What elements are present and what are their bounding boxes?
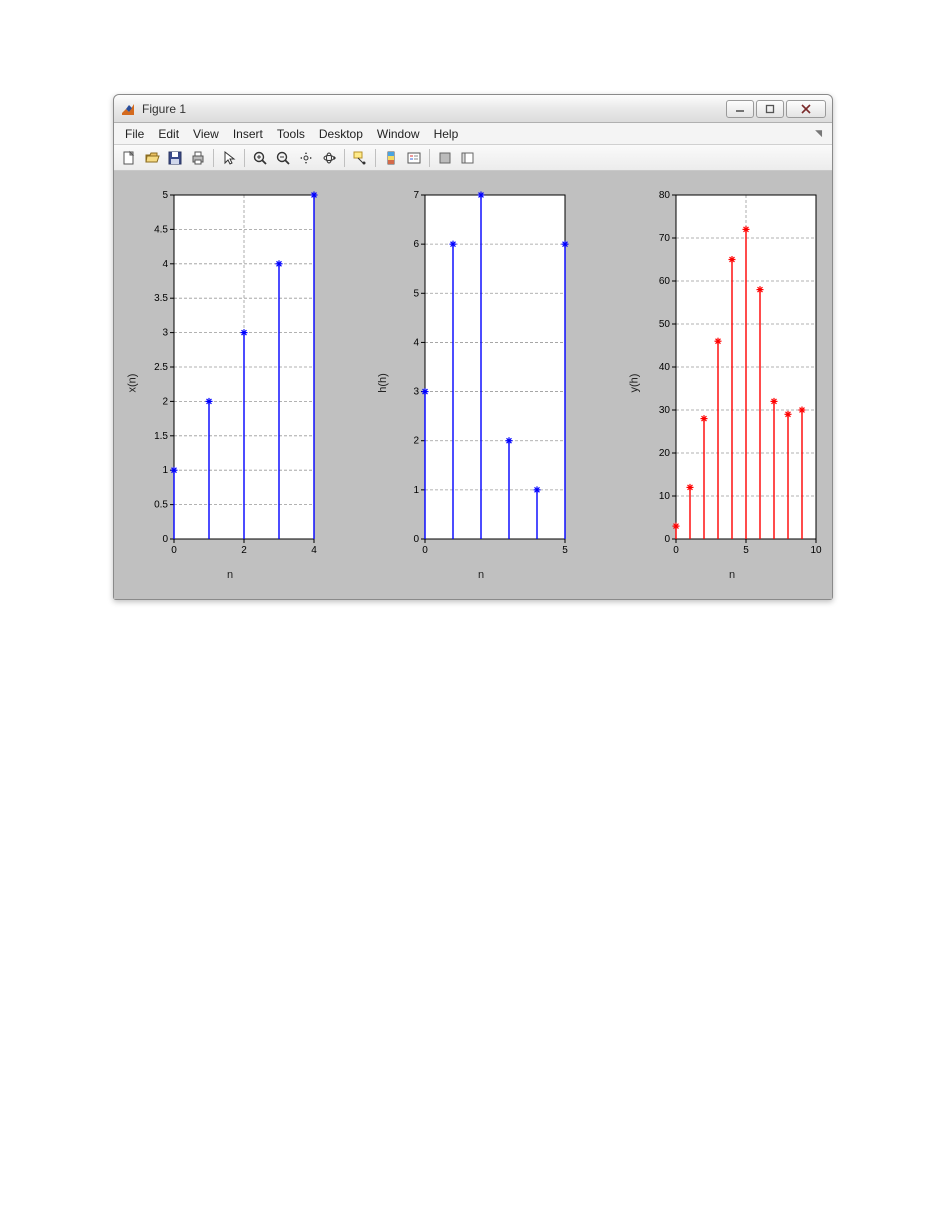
svg-text:2: 2 — [162, 396, 168, 407]
svg-text:0: 0 — [422, 545, 428, 556]
rotate3d-icon[interactable] — [318, 147, 340, 169]
menu-file[interactable]: File — [118, 125, 151, 143]
minimize-button[interactable] — [726, 100, 754, 118]
xlabel: n — [391, 569, 571, 581]
stem-plot[interactable]: 0 1 2 3 4 5 6 7 0 5 — [391, 185, 571, 565]
xlabel: n — [140, 569, 320, 581]
svg-text:1.5: 1.5 — [154, 431, 168, 442]
svg-text:1: 1 — [413, 485, 419, 496]
print-icon[interactable] — [187, 147, 209, 169]
svg-text:30: 30 — [659, 405, 671, 416]
svg-text:5: 5 — [743, 545, 749, 556]
svg-text:7: 7 — [413, 190, 419, 201]
subplot-2: h(h) 0 1 2 3 4 5 6 7 0 5 n — [375, 185, 571, 581]
open-icon[interactable] — [141, 147, 163, 169]
svg-text:20: 20 — [659, 448, 671, 459]
new-figure-icon[interactable] — [118, 147, 140, 169]
menu-insert[interactable]: Insert — [226, 125, 270, 143]
svg-text:2: 2 — [241, 545, 247, 556]
svg-text:50: 50 — [659, 319, 671, 330]
xlabel: n — [642, 569, 822, 581]
menu-edit[interactable]: Edit — [151, 125, 186, 143]
menu-tools[interactable]: Tools — [270, 125, 312, 143]
titlebar[interactable]: Figure 1 — [114, 95, 832, 123]
show-tools-icon[interactable] — [457, 147, 479, 169]
ylabel: h(h) — [377, 373, 389, 393]
svg-text:2.5: 2.5 — [154, 362, 168, 373]
subplot-1: x(n) 0 0.5 1 1.5 2 2.5 3 3.5 4 4.5 5 0 2 4 n — [124, 185, 320, 581]
toolbar-separator — [244, 149, 245, 167]
menubar: FileEditViewInsertToolsDesktopWindowHelp… — [114, 123, 832, 145]
toolbar-separator — [429, 149, 430, 167]
svg-text:6: 6 — [413, 239, 419, 250]
svg-text:4: 4 — [162, 259, 168, 270]
svg-text:3.5: 3.5 — [154, 293, 168, 304]
close-button[interactable] — [786, 100, 826, 118]
toolbar-separator — [375, 149, 376, 167]
svg-text:0: 0 — [673, 545, 679, 556]
pan-icon[interactable] — [295, 147, 317, 169]
toolbar-separator — [213, 149, 214, 167]
subplot-3: y(h) 0 10 20 30 40 50 60 70 80 0 5 10 n — [626, 185, 822, 581]
svg-text:40: 40 — [659, 362, 671, 373]
svg-text:0: 0 — [413, 534, 419, 545]
svg-text:0: 0 — [664, 534, 670, 545]
svg-text:2: 2 — [413, 436, 419, 447]
svg-text:5: 5 — [413, 288, 419, 299]
zoom-in-icon[interactable] — [249, 147, 271, 169]
svg-text:4.5: 4.5 — [154, 224, 168, 235]
svg-text:0: 0 — [171, 545, 177, 556]
pointer-icon[interactable] — [218, 147, 240, 169]
svg-text:70: 70 — [659, 233, 671, 244]
figure-area: x(n)00.511.522.533.544.55024nh(h)0123456… — [114, 171, 832, 599]
svg-text:3: 3 — [162, 328, 168, 339]
window-title: Figure 1 — [142, 102, 186, 116]
svg-text:80: 80 — [659, 190, 671, 201]
svg-text:5: 5 — [162, 190, 168, 201]
menu-view[interactable]: View — [186, 125, 226, 143]
plots-row: x(n)00.511.522.533.544.55024nh(h)0123456… — [124, 185, 822, 581]
ylabel: x(n) — [126, 374, 138, 393]
stem-plot[interactable]: 0 10 20 30 40 50 60 70 80 0 5 10 — [642, 185, 822, 565]
legend-icon[interactable] — [403, 147, 425, 169]
svg-text:1: 1 — [162, 465, 168, 476]
hide-tools-icon[interactable] — [434, 147, 456, 169]
svg-text:60: 60 — [659, 276, 671, 287]
maximize-button[interactable] — [756, 100, 784, 118]
matlab-icon — [120, 101, 136, 117]
toolbar — [114, 145, 832, 171]
ylabel: y(h) — [628, 374, 640, 393]
svg-text:4: 4 — [311, 545, 317, 556]
svg-text:10: 10 — [810, 545, 822, 556]
zoom-out-icon[interactable] — [272, 147, 294, 169]
datacursor-icon[interactable] — [349, 147, 371, 169]
toolbar-separator — [344, 149, 345, 167]
window-controls — [726, 100, 826, 118]
figure-window: Figure 1 FileEditViewInsertToolsDesktopW… — [113, 94, 833, 600]
save-icon[interactable] — [164, 147, 186, 169]
stem-plot[interactable]: 0 0.5 1 1.5 2 2.5 3 3.5 4 4.5 5 0 2 4 — [140, 185, 320, 565]
menu-window[interactable]: Window — [370, 125, 427, 143]
svg-text:4: 4 — [413, 337, 419, 348]
colorbar-icon[interactable] — [380, 147, 402, 169]
svg-text:5: 5 — [562, 545, 568, 556]
menu-desktop[interactable]: Desktop — [312, 125, 370, 143]
menubar-overflow-icon[interactable]: ◥ — [809, 128, 828, 139]
svg-text:10: 10 — [659, 491, 671, 502]
svg-text:0.5: 0.5 — [154, 500, 168, 511]
svg-text:0: 0 — [162, 534, 168, 545]
menu-help[interactable]: Help — [427, 125, 466, 143]
svg-text:3: 3 — [413, 387, 419, 398]
